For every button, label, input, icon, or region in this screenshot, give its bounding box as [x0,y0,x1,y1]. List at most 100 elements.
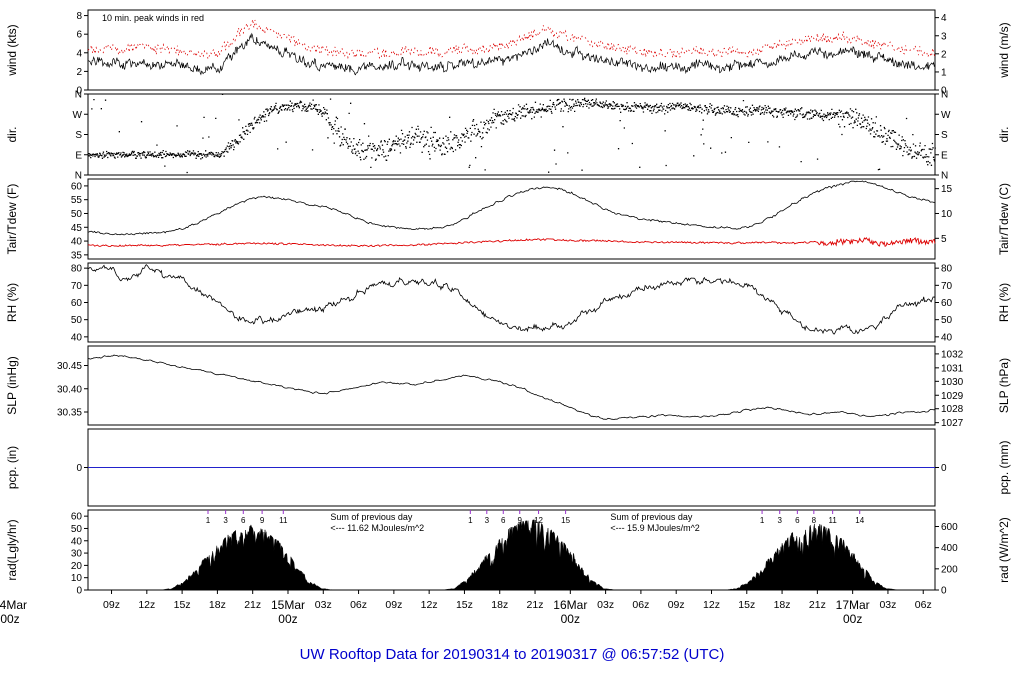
x-date-hour-label-clipped: 00z [0,612,19,626]
precip-ytick-label-left: 0 [76,463,82,474]
x-tick-label: 12z [421,599,438,611]
slp-trace [87,354,936,421]
temperature-ylabel-right: Tair/Tdew (C) [997,183,1011,255]
direction-ylabel-right: dir. [997,126,1011,142]
x-date-label: 15Mar [271,598,305,612]
x-tick-label: 09z [385,599,402,611]
panel-pressure: 30.35 30.40 30.45 1027 1028 1029 1030 1031 1032 S… [5,345,1011,429]
wind-ytick-label-left: 8 [76,11,82,22]
wind-ytick-label-left: 6 [76,30,82,41]
radiation-ytick-label-right: 600 [941,522,958,533]
humidity-ytick-label-left: 80 [71,264,83,275]
radiation-ytick-label-left: 0 [76,586,82,597]
direction-ytick-label-left: S [75,130,82,141]
humidity-ytick-label-right: 70 [941,281,953,292]
chart-title: UW Rooftop Data for 20190314 to 20190317… [299,646,725,663]
direction-ytick-label-right: E [941,150,948,161]
radiation-ytick-label-left: 50 [71,524,83,535]
temperature-frame [87,178,936,260]
temperature-ytick-label-left: 35 [71,250,83,261]
x-tick-label: 15z [738,599,755,611]
pressure-ylabel-right: SLP (hPa) [997,358,1011,413]
wind-speed-trace [87,32,935,76]
temperature-ytick-label-left: 55 [71,195,83,206]
radiation-sum-line1: Sum of previous day [330,512,413,522]
radiation-sum-line1: Sum of previous day [610,512,693,522]
pressure-ylabel-left: SLP (inHg) [5,356,19,414]
direction-ylabel-left: dir. [5,126,19,142]
radiation-fill [88,519,935,591]
radiation-mj-label: 6 [501,516,506,525]
radiation-mj-label: 9 [518,516,523,525]
direction-ytick-label-left: N [75,90,82,101]
direction-scatter [88,93,936,174]
pressure-ytick-label-right: 1029 [941,391,964,402]
wind-ytick-label-left: 4 [76,48,82,59]
x-tick-label: 12z [138,599,155,611]
radiation-mj-label: 14 [855,516,864,525]
radiation-ytick-label-right: 200 [941,564,958,575]
x-date-hour-label: 00z [843,612,862,626]
x-tick-label: 06z [632,599,649,611]
x-tick-label: 03z [879,599,896,611]
wind-frame [87,9,936,91]
precip-ylabel-left: pcp. (in) [5,446,19,489]
x-tick-label: 12z [703,599,720,611]
temperature-ylabel-left: Tair/Tdew (F) [5,184,19,255]
humidity-ytick-label-right: 60 [941,298,953,309]
x-date-hour-label: 00z [561,612,580,626]
panel-precip: 0 0 pcp. (in) pcp. (mm) [5,428,1011,507]
direction-ytick-label-right: N [941,90,948,101]
radiation-mj-label: 3 [223,516,228,525]
x-date-label: 16Mar [553,598,587,612]
radiation-ytick-label-left: 60 [71,512,83,523]
pressure-ytick-label-right: 1027 [941,418,964,429]
pressure-ytick-label-right: 1028 [941,404,964,415]
radiation-ytick-label-right: 400 [941,543,958,554]
radiation-mj-label: 11 [279,516,288,525]
direction-ytick-label-right: S [941,130,948,141]
humidity-ytick-label-left: 50 [71,315,83,326]
x-tick-label: 21z [809,599,826,611]
radiation-mj-label: 12 [534,516,543,525]
pressure-frame [87,345,936,426]
radiation-ytick-label-left: 20 [71,561,83,572]
radiation-mj-label: 6 [241,516,246,525]
humidity-frame [87,262,936,343]
radiation-mj-label: 8 [812,516,817,525]
panel-humidity: 40 50 60 70 80 40 50 60 70 80 RH (%) RH (%) [5,262,1011,343]
radiation-mj-label: 6 [795,516,800,525]
humidity-ylabel-left: RH (%) [5,283,19,322]
precip-ytick-label-right: 0 [941,463,947,474]
radiation-mj-label: 1 [760,516,765,525]
radiation-sum-line2: <--- 11.62 MJoules/m^2 [330,523,424,533]
wind-ylabel-right: wind (m/s) [997,22,1011,78]
radiation-mj-label: 15 [561,516,570,525]
temperature-ytick-label-right: 10 [941,209,953,220]
x-tick-label: 15z [456,599,473,611]
wind-ytick-label-right: 1 [941,67,947,78]
x-tick-label: 09z [668,599,685,611]
humidity-ytick-label-right: 50 [941,315,953,326]
humidity-ytick-label-right: 40 [941,332,953,343]
wind-ytick-label-left: 2 [76,67,82,78]
wind-ytick-label-right: 3 [941,31,947,42]
humidity-ytick-label-left: 40 [71,332,83,343]
wind-peak-trace [87,19,936,61]
x-tick-label: 21z [527,599,544,611]
x-date-label-clipped: 14Mar [0,598,27,612]
radiation-mj-label: 1 [206,516,211,525]
wind-ytick-label-left: 0 [76,86,82,97]
x-tick-label: 03z [597,599,614,611]
radiation-mj-label: 1 [468,516,473,525]
temperature-ytick-label-right: 15 [941,184,953,195]
x-tick-label: 18z [491,599,508,611]
radiation-ytick-label-right: 0 [941,586,947,597]
radiation-ytick-label-left: 40 [71,536,83,547]
humidity-ylabel-right: RH (%) [997,283,1011,322]
humidity-ytick-label-right: 80 [941,264,953,275]
x-tick-label: 06z [350,599,367,611]
